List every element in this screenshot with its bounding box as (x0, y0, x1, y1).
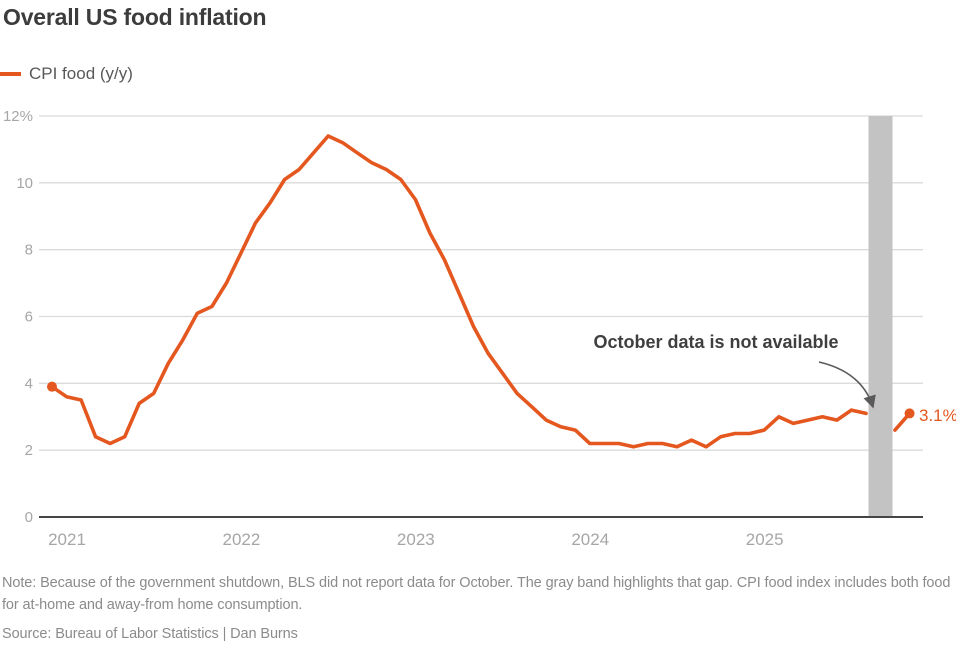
legend-line-swatch (0, 72, 21, 76)
y-tick-label: 4 (25, 375, 33, 392)
note-text: Note: Because of the government shutdown… (2, 575, 951, 613)
x-tick-label: 2025 (746, 530, 784, 549)
missing-data-band (868, 116, 893, 517)
chart-title: Overall US food inflation (3, 4, 267, 30)
y-tick-label: 0 (25, 509, 33, 526)
chart-svg: 12% 10 8 6 4 2 0 2021 2022 2023 2024 2025 (3, 108, 923, 549)
cpi-food-line (50, 134, 868, 449)
source-text: Source: Bureau of Labor Statistics | Dan… (2, 626, 298, 642)
last-value-label: 3.1% (919, 406, 956, 425)
legend: CPI food (y/y) (0, 64, 133, 84)
x-tick-label: 2021 (48, 530, 86, 549)
annotation-arrow (818, 361, 876, 409)
x-tick-label: 2022 (223, 530, 261, 549)
y-tick-label: 2 (25, 442, 33, 459)
legend-label: CPI food (y/y) (29, 64, 133, 83)
line-start-dot (47, 381, 57, 392)
x-tick-label: 2024 (571, 530, 609, 549)
x-tick-label: 2023 (397, 530, 435, 549)
y-tick-label: 10 (16, 175, 33, 192)
y-tick-label: 6 (25, 309, 33, 326)
chart-area: 12% 10 8 6 4 2 0 2021 2022 2023 2024 2025 October d… (3, 108, 956, 549)
y-tick-label: 8 (25, 242, 33, 259)
gap-annotation: October data is not available (593, 332, 839, 352)
y-tick-label: 12% (3, 108, 33, 125)
line-end-dot (904, 408, 915, 419)
